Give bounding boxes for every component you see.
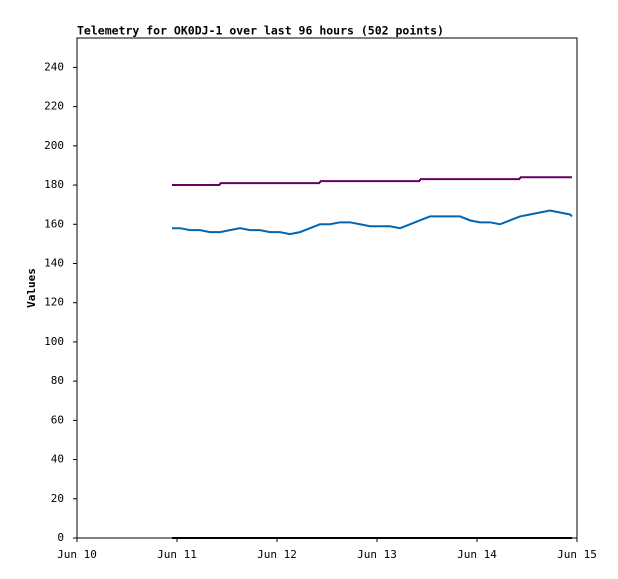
y-tick-label: 100	[44, 335, 64, 348]
y-tick-label: 60	[51, 413, 64, 426]
y-axis-label: Values	[25, 268, 38, 308]
y-tick-label: 120	[44, 296, 64, 309]
y-tick-label: 0	[57, 531, 64, 544]
x-tick-label: Jun 11	[157, 548, 197, 561]
x-tick-label: Jun 12	[257, 548, 297, 561]
y-tick-label: 20	[51, 492, 64, 505]
plot-frame	[76, 37, 578, 539]
y-tick-label: 180	[44, 178, 64, 191]
y-tick-label: 240	[44, 60, 64, 73]
x-tick-label: Jun 14	[457, 548, 497, 561]
series-line	[172, 209, 573, 236]
y-tick-label: 200	[44, 139, 64, 152]
chart-title: Telemetry for OK0DJ-1 over last 96 hours…	[77, 24, 444, 38]
x-tick-label: Jun 10	[57, 548, 97, 561]
y-tick-label: 80	[51, 374, 64, 387]
y-tick-label: 220	[44, 100, 64, 113]
y-tick-label: 140	[44, 256, 64, 269]
x-tick-label: Jun 15	[557, 548, 597, 561]
y-tick-label: 40	[51, 453, 64, 466]
y-tick-label: 160	[44, 217, 64, 230]
x-tick-label: Jun 13	[357, 548, 397, 561]
